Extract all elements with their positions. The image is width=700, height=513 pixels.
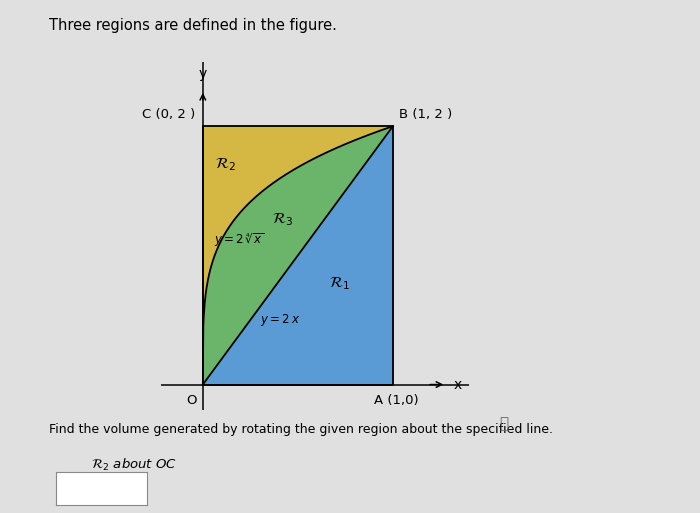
Text: O: O xyxy=(186,393,197,407)
Text: B (1, 2 ): B (1, 2 ) xyxy=(399,108,452,121)
Text: y: y xyxy=(199,67,207,81)
Text: C (0, 2 ): C (0, 2 ) xyxy=(142,108,195,121)
Text: x: x xyxy=(454,378,462,391)
Text: $y = 2\,\sqrt[4]{x}$: $y = 2\,\sqrt[4]{x}$ xyxy=(214,231,265,249)
Polygon shape xyxy=(203,126,393,385)
Text: $y = 2\,x$: $y = 2\,x$ xyxy=(260,312,300,328)
Text: Find the volume generated by rotating the given region about the specified line.: Find the volume generated by rotating th… xyxy=(49,423,553,436)
Text: $\mathcal{R}_2$: $\mathcal{R}_2$ xyxy=(215,156,236,173)
Polygon shape xyxy=(203,126,393,385)
Text: ⓘ: ⓘ xyxy=(499,416,509,431)
Polygon shape xyxy=(203,126,393,385)
Text: Three regions are defined in the figure.: Three regions are defined in the figure. xyxy=(49,18,337,33)
Text: $\mathcal{R}_2$ about $OC$: $\mathcal{R}_2$ about $OC$ xyxy=(91,457,177,472)
Text: $\mathcal{R}_1$: $\mathcal{R}_1$ xyxy=(329,275,350,292)
Text: A (1,0): A (1,0) xyxy=(374,393,419,407)
Text: $\mathcal{R}_3$: $\mathcal{R}_3$ xyxy=(272,211,293,228)
